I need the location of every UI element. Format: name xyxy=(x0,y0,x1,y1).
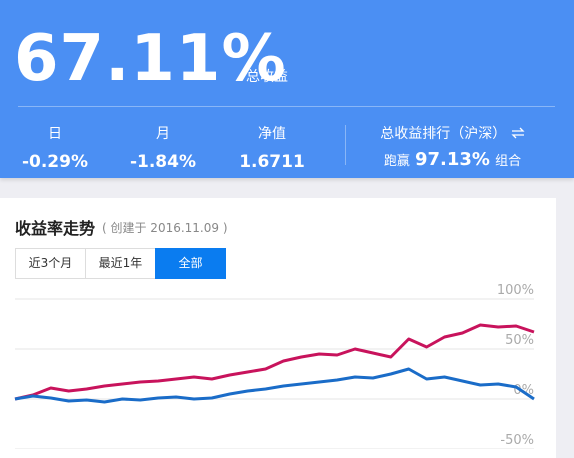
stat: 月 -1.84% xyxy=(113,123,213,172)
y-tick-label: 100% xyxy=(497,283,534,298)
y-tick-label: 50% xyxy=(505,333,534,348)
stat: 日 -0.29% xyxy=(5,123,105,172)
stat-label: 净值 xyxy=(258,126,286,142)
tab[interactable]: 全部 xyxy=(155,248,226,279)
ranking-value: 97.13% xyxy=(415,149,490,170)
tab[interactable]: 近3个月 xyxy=(15,248,86,279)
stat-label: 月 xyxy=(156,126,170,142)
tab[interactable]: 最近1年 xyxy=(85,248,156,279)
card: 收益率走势 ( 创建于 2016.11.09 ) 近3个月 最近1年 全部 100%… xyxy=(0,198,556,458)
ranking-suffix: 组合 xyxy=(495,154,522,169)
stat: 净值 1.6711 xyxy=(222,123,322,172)
line-series xyxy=(14,323,535,401)
ranking-prefix: 跑赢 xyxy=(383,154,410,169)
ranking-label: 总收益排行（沪深） xyxy=(380,126,507,142)
card-title: 收益率走势 xyxy=(15,219,96,238)
stat-label: 日 xyxy=(48,126,62,142)
stat-value: -1.84% xyxy=(129,152,197,172)
stat-value: 1.6711 xyxy=(239,152,305,172)
ranking[interactable]: 总收益排行（沪深） 跑赢 97.13% 组合 xyxy=(360,123,545,170)
divider xyxy=(345,125,346,165)
chart: 100%50%0%-50% xyxy=(14,283,535,449)
switch-icon xyxy=(511,127,525,139)
created-date: ( 创建于 2016.11.09 ) xyxy=(102,221,228,235)
stat-value: -0.29% xyxy=(21,152,89,172)
total-return-label: 总收益 xyxy=(246,69,288,85)
y-tick-label: -50% xyxy=(500,433,534,448)
header: 67.11% 总收益 日 -0.29% 月 -1.84% 净值 1.6711 总收益排行（… xyxy=(0,0,574,178)
line-series xyxy=(14,367,535,404)
total-return: 67.11% xyxy=(14,22,287,96)
divider xyxy=(18,106,555,107)
